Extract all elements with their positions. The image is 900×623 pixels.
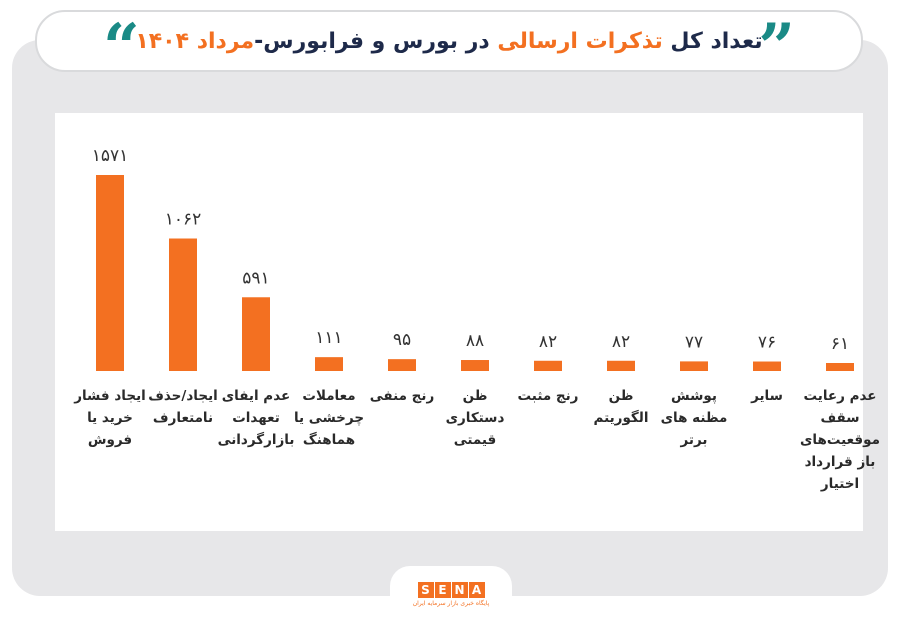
logo-letter: N [451,581,468,598]
category-label: پوشش مظنه های برتر [660,388,728,448]
title-part-1: تعداد کل [662,28,763,54]
title-part-3: در بورس و فرابورس- [254,28,498,54]
bar [534,360,562,371]
bar-value-label: ۸۸ [466,331,484,351]
bar [753,361,781,371]
bar [680,361,708,371]
logo-letter: E [434,581,451,598]
bar [169,238,197,371]
category-label: ایجاد فشار خرید یا فروش [74,388,146,448]
bar-chart: ۱۵۷۱ ۱۰۶۲ ۵۹۱ ۱۱۱ ۹۵ ۸۸ ۸۲ ۸۲ ۷۷ ۷۶ ۶۱ [92,146,854,371]
bar [315,357,343,371]
bar-value-label: ۶۱ [831,334,849,354]
category-label: ظن دستکاری قیمتی [445,388,505,448]
footer-logo-card: S E N A پایگاه خبری بازار سرمایه ایران [390,566,512,622]
category-label: رنج منفی [369,388,435,404]
category-label: ایجاد/حذف نامتعارف [148,388,218,426]
bar-value-label: ۸۲ [612,332,630,352]
chart-plot-area: ۱۵۷۱ ۱۰۶۲ ۵۹۱ ۱۱۱ ۹۵ ۸۸ ۸۲ ۸۲ ۷۷ ۷۶ ۶۱ ایجاد فشار … [55,113,880,531]
bar-value-label: ۵۹۱ [242,268,269,288]
quote-close-icon: “ [103,10,140,85]
logo-subtitle: پایگاه خبری بازار سرمایه ایران [412,599,490,607]
bar-value-label: ۱۱۱ [315,328,342,348]
category-label: عدم ایفای تعهدات بازارگردانی [217,388,295,448]
quote-open-icon: ” [758,10,795,85]
sena-logo: S E N A [417,581,485,598]
bar [96,175,124,371]
bar [826,363,854,371]
bar-value-label: ۹۵ [393,330,411,350]
bar [242,297,270,371]
category-label: ظن الگوریتم [593,388,649,426]
bar-value-label: ۸۲ [539,332,557,352]
title-part-2: تذکرات ارسالی [497,28,663,54]
category-label: معاملات چرخشی یا هماهنگ [293,388,365,448]
category-label: سایر [751,388,783,404]
logo-letter: A [468,581,485,598]
bar-value-label: ۱۰۶۲ [165,210,202,230]
bar-value-label: ۷۷ [685,332,703,352]
category-label: رنج مثبت [517,388,579,404]
bar-value-label: ۱۵۷۱ [92,146,129,166]
bar [607,360,635,371]
category-label: عدم رعایت سقف موقعیت‌های باز قرارداد اخت… [800,388,880,492]
bar-value-label: ۷۶ [758,333,776,353]
title-part-4: مرداد ۱۴۰۴ [135,28,255,54]
logo-letter: S [417,581,434,598]
bar [461,360,489,371]
chart-title: تعداد کل تذکرات ارسالی در بورس و فرابورس… [135,29,762,54]
title-banner: ” تعداد کل تذکرات ارسالی در بورس و فرابو… [35,10,863,80]
bar [388,359,416,371]
